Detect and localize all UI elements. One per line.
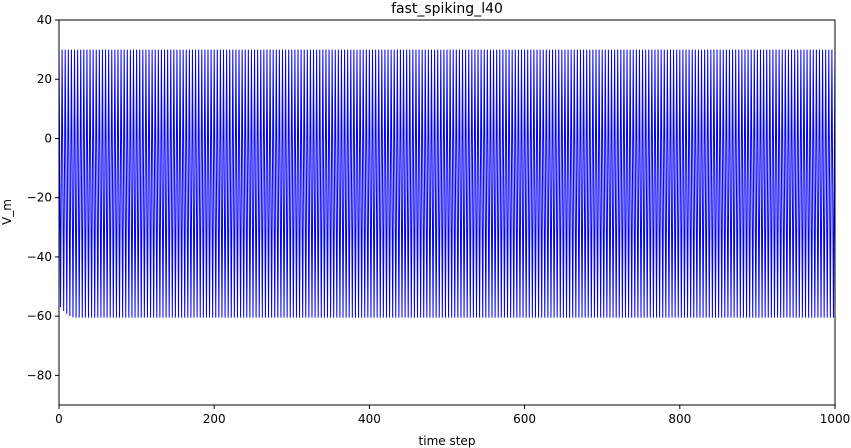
- y-tick-label: −60: [27, 309, 52, 323]
- y-tick-label: 0: [44, 131, 52, 145]
- x-axis-ticks: 0 200 400 600 800 1000: [55, 405, 850, 426]
- plot-area: [58, 49, 836, 318]
- x-tick-label: 600: [513, 412, 536, 426]
- y-tick-label: 40: [37, 13, 52, 27]
- x-axis-label: time step: [419, 434, 476, 448]
- x-tick-label: 1000: [820, 412, 851, 426]
- x-tick-label: 0: [55, 412, 63, 426]
- y-tick-label: 20: [37, 72, 52, 86]
- series-membrane-voltage-line: [58, 49, 836, 318]
- x-tick-label: 200: [203, 412, 226, 426]
- y-axis-label: V_m: [0, 199, 14, 225]
- axes-frame: [58, 19, 836, 406]
- chart-title: fast_spiking_l40: [391, 1, 503, 17]
- x-tick-label: 400: [358, 412, 381, 426]
- y-tick-label: −40: [27, 250, 52, 264]
- y-tick-label: −20: [27, 191, 52, 205]
- y-tick-label: −80: [27, 368, 52, 382]
- x-tick-label: 800: [668, 412, 691, 426]
- y-axis-ticks: 40 20 0 −20 −40 −60 −80: [27, 13, 59, 382]
